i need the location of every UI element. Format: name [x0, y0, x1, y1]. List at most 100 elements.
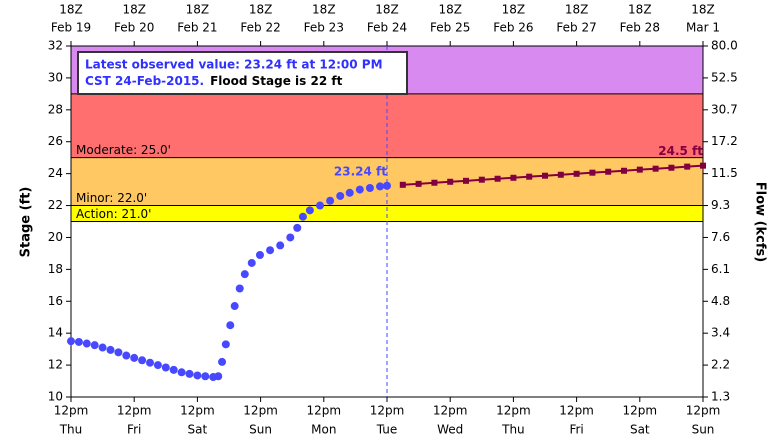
x2-tick-date: Feb 20: [114, 21, 154, 35]
y2-tick-label: 80.0: [711, 39, 738, 53]
forecast-point: [573, 170, 580, 177]
x2-tick-label: 18Z: [122, 3, 146, 17]
y-tick-label: 18: [48, 262, 63, 276]
y2-tick-label: 6.1: [711, 262, 730, 276]
x-tick-label: 12pm: [243, 404, 278, 418]
forecast-point: [399, 181, 406, 188]
forecast-point: [510, 174, 517, 181]
observed-point: [230, 302, 239, 311]
x-tick-label: 12pm: [54, 404, 89, 418]
x2-tick-label: 18Z: [375, 3, 399, 17]
flood-band: [71, 205, 703, 222]
observed-point: [218, 357, 227, 366]
x-tick-label: 12pm: [180, 404, 215, 418]
forecast-point: [463, 177, 469, 184]
y-tick-label: 32: [48, 39, 63, 53]
x-tick-label: 12pm: [433, 404, 468, 418]
x2-tick-date: Feb 21: [177, 21, 217, 35]
y-tick-label: 14: [48, 326, 63, 340]
observed-point: [221, 340, 230, 349]
x2-tick-date: Feb 23: [304, 21, 344, 35]
observed-point: [177, 368, 186, 377]
x2-tick-date: Feb 27: [556, 21, 596, 35]
x-tick-label: 12pm: [117, 404, 152, 418]
x2-tick-date: Feb 24: [367, 21, 407, 35]
x-tick-label: 12pm: [623, 404, 658, 418]
observed-point: [98, 343, 107, 352]
forecast-point: [652, 165, 659, 172]
y2-tick-label: 30.7: [711, 102, 738, 116]
observed-point: [365, 183, 374, 192]
y2-tick-label: 17.2: [711, 134, 738, 148]
y-tick-label: 10: [48, 390, 63, 404]
y-tick-label: 22: [48, 198, 63, 212]
annotation-box: [77, 51, 408, 95]
observed-point: [286, 233, 295, 242]
y2-tick-label: 1.3: [711, 390, 730, 404]
observed-point: [345, 188, 354, 197]
observed-point: [169, 365, 178, 374]
x-tick-day: Sat: [188, 423, 208, 437]
x-tick-label: 12pm: [307, 404, 342, 418]
observed-point: [130, 353, 139, 362]
x2-tick-label: 18Z: [59, 3, 83, 17]
annotation-date: CST 24-Feb-2015.: [85, 74, 204, 88]
observed-point: [106, 345, 115, 354]
forecast-point: [447, 178, 454, 185]
annotation-line: Latest observed value: 23.24 ft at 12:00…: [85, 58, 383, 72]
forecast-point: [700, 162, 706, 169]
observed-point: [247, 258, 256, 267]
y-tick-label: 12: [48, 358, 63, 372]
x-tick-day: Wed: [437, 423, 463, 437]
observed-point: [298, 212, 307, 221]
x-tick-day: Fri: [127, 423, 141, 437]
y2-tick-label: 52.5: [711, 70, 738, 84]
x2-tick-label: 18Z: [628, 3, 652, 17]
end-label: 24.5 ft: [658, 144, 703, 158]
forecast-point: [636, 166, 643, 173]
forecast-point: [431, 179, 438, 186]
observed-point: [276, 241, 285, 250]
observed-point: [305, 206, 314, 215]
y2-tick-label: 11.5: [711, 166, 738, 180]
x2-tick-label: 18Z: [249, 3, 273, 17]
y2-axis-title: Flow (kcfs): [753, 182, 768, 262]
x-tick-day: Sat: [630, 423, 650, 437]
x2-tick-date: Feb 28: [620, 21, 660, 35]
forecast-point: [526, 173, 533, 180]
observed-point: [146, 358, 154, 367]
observed-point: [266, 246, 275, 255]
observed-point: [355, 185, 364, 194]
observed-point: [240, 270, 249, 279]
end-label: 23.24 ft: [334, 164, 387, 178]
y-tick-label: 28: [48, 102, 63, 116]
observed-point: [74, 337, 83, 346]
y-tick-label: 24: [48, 166, 63, 180]
observed-point: [193, 371, 202, 380]
annotation-line: CST 24-Feb-2015. Flood Stage is 22 ft: [85, 74, 343, 88]
forecast-point: [415, 180, 422, 187]
observed-point: [153, 361, 162, 370]
x-tick-day: Tue: [376, 423, 398, 437]
forecast-point: [605, 168, 612, 175]
x2-tick-label: 18Z: [438, 3, 462, 17]
observed-point: [226, 321, 235, 330]
x2-tick-label: 18Z: [565, 3, 589, 17]
x-tick-label: 12pm: [686, 404, 721, 418]
y-tick-label: 26: [48, 134, 63, 148]
observed-point: [122, 351, 131, 360]
y2-tick-label: 3.4: [711, 326, 730, 340]
observed-point: [383, 181, 391, 190]
observed-point: [293, 223, 302, 232]
observed-point: [316, 201, 325, 210]
y2-tick-label: 9.3: [711, 198, 730, 212]
flood-label: Minor: 22.0': [76, 191, 147, 205]
forecast-point: [557, 171, 564, 178]
forecast-point: [668, 164, 675, 171]
x-tick-day: Sun: [249, 423, 272, 437]
x2-tick-label: 18Z: [186, 3, 210, 17]
y-tick-label: 16: [48, 294, 63, 308]
forecast-point: [478, 176, 485, 183]
x2-tick-date: Feb 25: [430, 21, 470, 35]
observed-point: [201, 372, 210, 381]
